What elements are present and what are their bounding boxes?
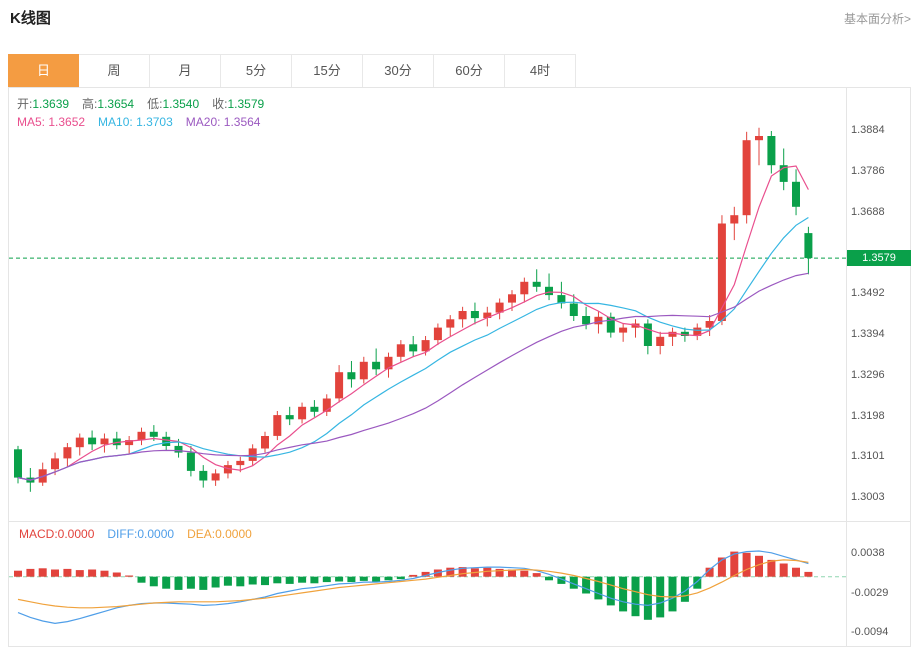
axis-tick-label: 1.3688 xyxy=(851,206,885,218)
tab-周[interactable]: 周 xyxy=(79,54,150,88)
ohlc-item: 低:1.3540 xyxy=(147,97,200,111)
ma-legend-item: MA10: 1.3703 xyxy=(98,115,173,129)
axis-tick-label: 0.0038 xyxy=(851,547,885,559)
axis-tick-label: 1.3198 xyxy=(851,410,885,422)
fundamental-analysis-link[interactable]: 基本面分析> xyxy=(843,12,911,26)
tab-日[interactable]: 日 xyxy=(8,54,79,88)
axis-tick-label: 1.3296 xyxy=(851,369,885,381)
ma-legend-item: MA5: 1.3652 xyxy=(17,115,86,129)
axis-tick-label: 1.3101 xyxy=(851,450,885,462)
tab-15分[interactable]: 15分 xyxy=(292,54,363,88)
axis-divider xyxy=(846,88,847,646)
axis-tick-label: -0.0094 xyxy=(851,626,889,638)
axis-tick-label: 1.3492 xyxy=(851,287,885,299)
ma-legend-item: MA20: 1.3564 xyxy=(185,115,261,129)
macd-legend-item: MACD:0.0000 xyxy=(19,527,95,541)
chart-container: 开:1.3639 高:1.3654 低:1.3540 收:1.3579 MA5: 1.… xyxy=(8,87,911,647)
macd-legend-item: DEA:0.0000 xyxy=(187,527,252,541)
tab-月[interactable]: 月 xyxy=(150,54,221,88)
tab-30分[interactable]: 30分 xyxy=(363,54,434,88)
ohlc-item: 收:1.3579 xyxy=(212,97,265,111)
macd-legend-item: DIFF:0.0000 xyxy=(107,527,175,541)
ohlc-item: 高:1.3654 xyxy=(82,97,135,111)
tab-60分[interactable]: 60分 xyxy=(434,54,505,88)
ohlc-legend: 开:1.3639 高:1.3654 低:1.3540 收:1.3579 xyxy=(17,95,277,112)
axis-tick-label: 1.3884 xyxy=(851,124,885,136)
axis-tick-label: -0.0029 xyxy=(851,587,889,599)
axis-tick-label: 1.3394 xyxy=(851,328,885,340)
page-title: K线图 xyxy=(10,10,51,27)
kline-chart[interactable] xyxy=(9,88,910,646)
ma-legend: MA5: 1.3652 MA10: 1.3703 MA20: 1.3564 xyxy=(17,115,273,129)
axis-tick-label: 1.3786 xyxy=(851,165,885,177)
current-price-tag: 1.3579 xyxy=(847,250,911,266)
tab-4时[interactable]: 4时 xyxy=(505,54,576,88)
interval-tabs: 日周月 5分 15分 30分 60分 4时 xyxy=(8,54,576,88)
macd-legend: MACD:0.0000 DIFF:0.0000 DEA:0.0000 xyxy=(19,527,265,541)
panel-divider xyxy=(9,521,910,522)
axis-tick-label: 1.3003 xyxy=(851,491,885,503)
tab-5分[interactable]: 5分 xyxy=(221,54,292,88)
ohlc-item: 开:1.3639 xyxy=(17,97,70,111)
